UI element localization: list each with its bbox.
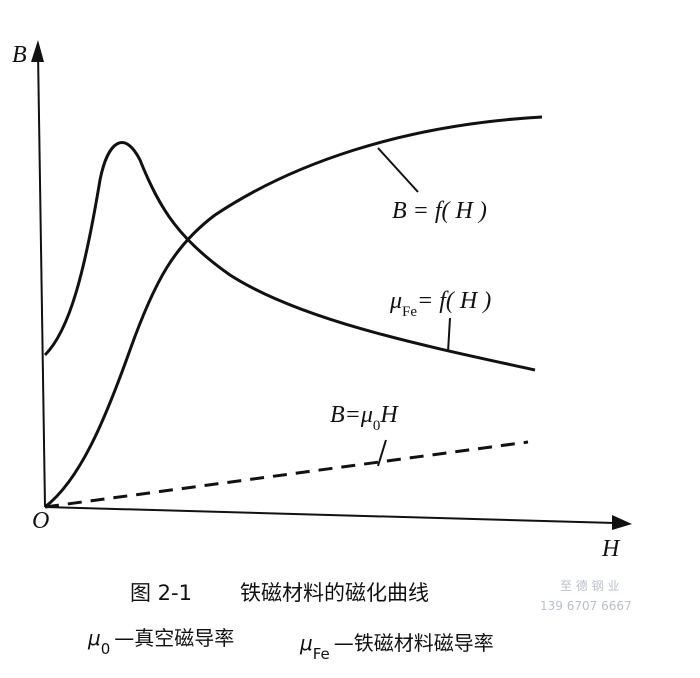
legend-item: μFe —铁磁材料磁导率 <box>299 631 494 663</box>
mu0-line <box>44 440 529 509</box>
curve-label: μFe= f( H ) <box>389 288 491 320</box>
x-arrow <box>612 515 632 530</box>
x-label: H <box>601 536 621 562</box>
mu-curve <box>43 141 536 372</box>
watermark: 139 6707 6667 <box>540 599 632 613</box>
x-axis <box>44 506 616 524</box>
curve-label: B = f( H ) <box>392 198 487 224</box>
y-axis <box>37 51 46 508</box>
label-part: Fe <box>402 304 417 320</box>
label-part: B = f( H ) <box>392 198 487 224</box>
y-label: B <box>12 42 27 68</box>
curve-label: B=μ0H <box>330 402 399 434</box>
label-part: —铁磁材料磁导率 <box>334 631 494 655</box>
caption-number: 图 2-1 <box>130 581 192 605</box>
label-part: B=μ <box>330 402 373 428</box>
leader <box>377 439 387 467</box>
b-curve <box>44 115 543 509</box>
leader <box>447 317 451 353</box>
label-part: μ <box>299 631 313 655</box>
leader <box>377 147 419 193</box>
y-arrow <box>31 40 44 62</box>
label-part: μ <box>389 288 402 314</box>
legend-item: μ0 —真空磁导率 <box>87 626 234 658</box>
label-part: = f( H ) <box>417 288 491 314</box>
label-part: H <box>379 402 399 428</box>
label-part: 0 <box>373 418 381 434</box>
label-part: —真空磁导率 <box>114 626 234 650</box>
watermark: 至 德 钢 业 <box>560 578 619 593</box>
caption-title: 铁磁材料的磁化曲线 <box>240 581 429 605</box>
label-part: Fe <box>313 645 330 663</box>
label-part: μ <box>87 626 101 650</box>
origin-label: O <box>32 508 49 534</box>
label-part: 0 <box>101 640 111 658</box>
